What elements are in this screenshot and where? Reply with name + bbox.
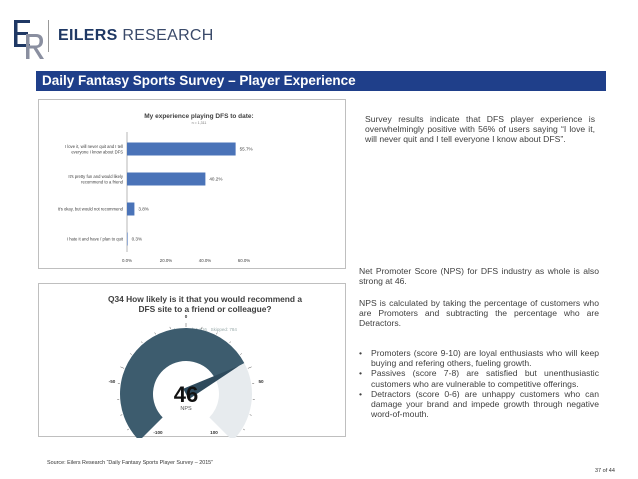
x-tick-0: 0.0% — [122, 258, 132, 263]
brand-name: EILERS RESEARCH — [58, 27, 214, 44]
summary-paragraph: Survey results indicate that DFS player … — [365, 114, 595, 145]
gauge-label-top: 0 — [185, 314, 188, 319]
gauge-question: Q34 How likely is it that you would reco… — [107, 294, 303, 314]
category-label-3-0: I hate it and have / plan to quit — [67, 237, 124, 242]
gauge-label-right-mid: 50 — [258, 379, 264, 384]
bar-chart-svg: My experience playing DFS to date:n = 1,… — [58, 113, 254, 263]
gauge-tick — [120, 366, 125, 369]
gauge-tick — [140, 341, 143, 344]
x-tick-2: 40.0% — [199, 258, 212, 263]
category-label-1-0: It's pretty fun and would likely — [68, 174, 123, 179]
gauge-tick — [242, 428, 245, 431]
gauge-tick — [240, 353, 242, 355]
gauge-tick — [229, 341, 232, 344]
data-label-0: 55.7% — [240, 147, 253, 152]
gauge-tick — [120, 414, 123, 416]
gauge-tick — [216, 332, 218, 335]
category-label-0-1: everyone I know about DFS — [71, 149, 123, 154]
bullet-promoters: Promoters (score 9-10) are loyal enthusi… — [359, 348, 599, 368]
nps-bullet-list: Promoters (score 9-10) are loyal enthusi… — [359, 348, 599, 419]
chart-subtitle: n = 1,311 — [192, 121, 207, 125]
gauge-tick — [130, 353, 132, 355]
gauge-label-left-mid: -50 — [109, 379, 116, 384]
x-tick-1: 20.0% — [160, 258, 173, 263]
bar-0 — [127, 142, 236, 156]
nps-definition-paragraph: NPS is calculated by taking the percenta… — [359, 298, 599, 329]
nps-gauge-panel: Q34 How likely is it that you would reco… — [38, 283, 346, 438]
gauge-arc-remaining — [209, 363, 253, 438]
gauge-value: 46 — [174, 382, 198, 407]
data-label-3: 0.3% — [132, 237, 142, 242]
skipped-count: Skipped: 784 — [210, 327, 237, 332]
bullet-detractors: Detractors (score 0-6) are unhappy custo… — [359, 389, 599, 420]
nps-paragraph: Net Promoter Score (NPS) for DFS industr… — [359, 266, 599, 287]
category-label-2-0: It's okay, but would not recommend — [58, 207, 124, 212]
page-number: 37 of 44 — [595, 468, 615, 474]
data-label-2: 3.8% — [138, 207, 148, 212]
chart-title: My experience playing DFS to date: — [144, 113, 253, 120]
x-tick-3: 60.0% — [238, 258, 251, 263]
gauge-tick — [247, 366, 252, 369]
gauge-label-left-bottom: -100 — [153, 430, 163, 435]
gauge-tick — [249, 414, 252, 416]
bar-2 — [127, 202, 135, 216]
bar-1 — [127, 172, 206, 186]
gauge-unit: NPS — [180, 406, 192, 412]
category-label-1-1: recommend to a friend — [81, 179, 124, 184]
gauge-tick — [154, 332, 156, 335]
source-note: Source: Eilers Research “Daily Fantasy S… — [47, 460, 213, 466]
page-title: Daily Fantasy Sports Survey – Player Exp… — [36, 71, 606, 91]
data-label-1: 40.2% — [209, 177, 222, 182]
bar-3 — [127, 232, 128, 246]
eilers-logo-icon — [14, 20, 44, 59]
category-label-0-0: I love it, will never quit and I tell — [65, 144, 123, 149]
gauge-label-right-bottom: 100 — [210, 430, 218, 435]
bullet-passives: Passives (score 7-8) are satisfied but u… — [359, 368, 599, 388]
experience-chart: My experience playing DFS to date: n = 1,… — [38, 99, 346, 269]
gauge-needle — [183, 365, 240, 400]
logo-divider — [48, 20, 49, 52]
gauge-arc-filled — [120, 328, 245, 438]
gauge-tick — [127, 428, 130, 431]
